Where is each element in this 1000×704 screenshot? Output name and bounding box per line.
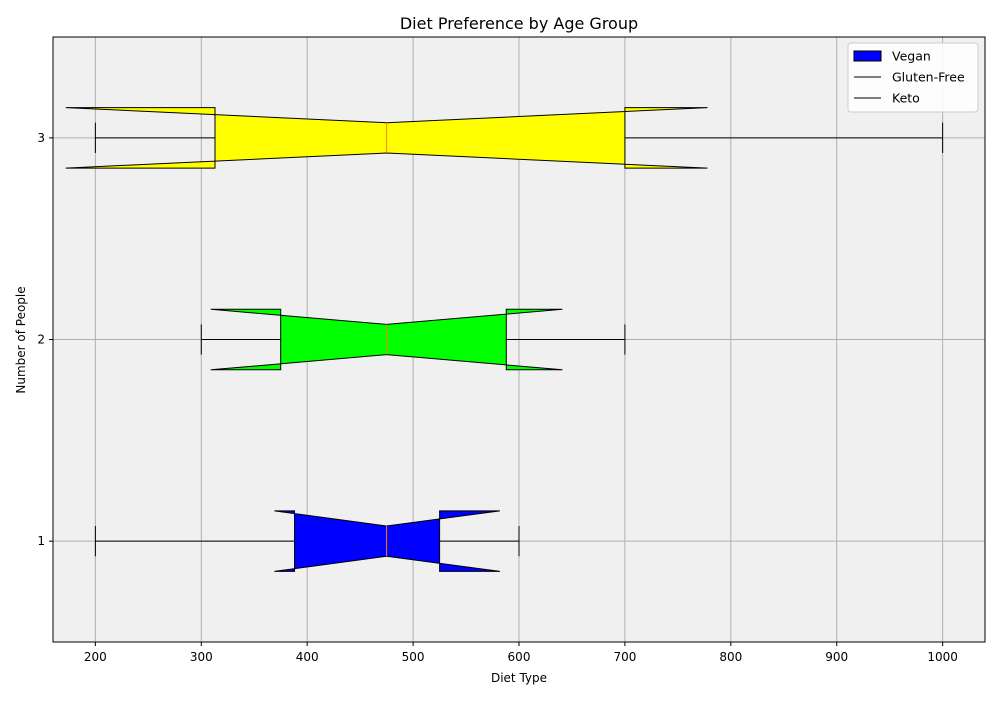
y-tick-label: 2: [37, 333, 45, 347]
legend-label-3: Keto: [892, 91, 920, 106]
legend: Vegan Gluten-Free Keto: [847, 42, 979, 113]
box-group-3: [65, 107, 944, 169]
x-tick-label: 400: [296, 650, 319, 664]
notched-box: [274, 510, 500, 572]
y-axis-ticks: 1 2 3: [37, 131, 53, 548]
chart-title: Diet Preference by Age Group: [400, 14, 638, 33]
y-tick-label: 1: [37, 534, 45, 548]
x-tick-label: 1000: [927, 650, 958, 664]
y-tick-label: 3: [37, 131, 45, 145]
legend-label-2: Gluten-Free: [892, 70, 965, 85]
x-tick-label: 700: [613, 650, 636, 664]
x-tick-label: 200: [84, 650, 107, 664]
box-series: [65, 107, 944, 572]
legend-swatch-1: [853, 50, 882, 62]
box-group-2: [200, 308, 626, 371]
y-axis-label: Number of People: [14, 286, 28, 393]
x-tick-label: 500: [402, 650, 425, 664]
box-group-1: [94, 510, 520, 572]
x-axis-ticks: 200 300 400 500 600 700 800 900 1000: [84, 642, 958, 664]
legend-label-1: Vegan: [892, 49, 931, 64]
x-tick-label: 900: [825, 650, 848, 664]
x-tick-label: 600: [508, 650, 531, 664]
x-tick-label: 300: [190, 650, 213, 664]
x-axis-label: Diet Type: [491, 671, 547, 685]
x-tick-label: 800: [719, 650, 742, 664]
